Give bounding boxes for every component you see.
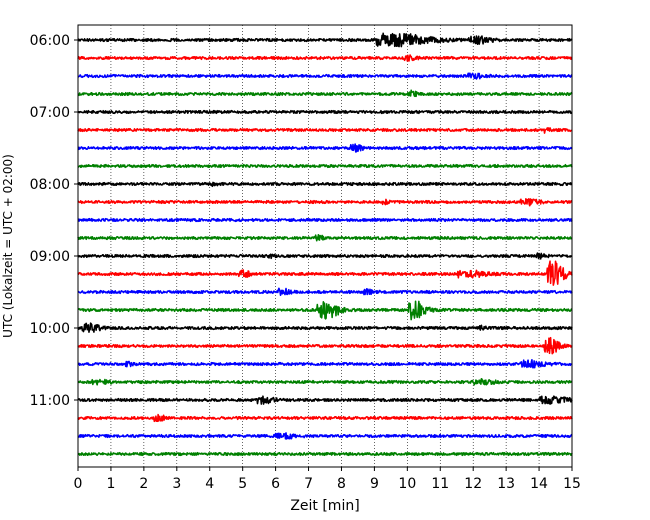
x-tick-label: 4 <box>205 476 214 492</box>
x-axis-ticks: 0 1 2 3 4 5 6 7 8 9 10 11 12 13 14 15 <box>74 467 581 492</box>
trace-line <box>77 287 573 297</box>
y-tick-label: 10:00 <box>30 321 70 337</box>
x-tick-label: 15 <box>563 476 581 492</box>
x-tick-label: 10 <box>398 476 416 492</box>
trace-line <box>77 109 573 115</box>
trace-line <box>77 89 573 98</box>
plot-frame <box>77 24 573 468</box>
trace-line <box>77 413 573 423</box>
plot-background <box>78 25 572 467</box>
x-axis-label: Zeit [min] <box>290 498 359 514</box>
x-tick-label: 11 <box>431 476 449 492</box>
x-tick-label: 14 <box>530 476 548 492</box>
trace-line <box>77 395 573 405</box>
trace-line <box>77 54 573 62</box>
trace-line <box>77 300 573 321</box>
y-tick-label: 07:00 <box>30 105 70 121</box>
x-tick-label: 5 <box>238 476 247 492</box>
y-axis-label: UTC (Lokalzeit = UTC + 02:00) <box>1 154 15 338</box>
x-tick-label: 9 <box>370 476 379 492</box>
trace-line <box>77 260 573 286</box>
y-tick-label: 09:00 <box>30 249 70 265</box>
x-tick-label: 13 <box>497 476 515 492</box>
trace-group <box>77 32 573 457</box>
trace-line <box>77 336 573 355</box>
y-tick-label: 08:00 <box>30 177 70 193</box>
x-tick-label: 0 <box>74 476 83 492</box>
x-tick-label: 2 <box>139 476 148 492</box>
trace-line <box>77 451 573 457</box>
trace-line <box>77 233 573 242</box>
trace-line <box>77 143 573 153</box>
trace-line <box>77 163 573 169</box>
trace-line <box>77 72 573 80</box>
trace-line <box>77 127 573 134</box>
y-tick-label: 11:00 <box>30 393 70 409</box>
trace-line <box>77 217 573 223</box>
trace-line <box>77 322 573 333</box>
x-tick-label: 6 <box>271 476 280 492</box>
trace-line <box>77 378 573 386</box>
trace-line <box>77 358 573 369</box>
x-tick-label: 8 <box>337 476 346 492</box>
trace-line <box>77 252 573 260</box>
x-tick-label: 1 <box>106 476 115 492</box>
x-tick-label: 12 <box>464 476 482 492</box>
y-axis-ticks: 06:00 07:00 08:00 09:00 10:00 11:00 <box>30 33 78 409</box>
x-tick-label: 3 <box>172 476 181 492</box>
trace-line <box>77 32 573 48</box>
y-tick-label: 06:00 <box>30 33 70 49</box>
trace-line <box>77 181 573 188</box>
trace-line <box>77 432 573 440</box>
trace-line <box>77 198 573 207</box>
x-tick-label: 7 <box>304 476 313 492</box>
